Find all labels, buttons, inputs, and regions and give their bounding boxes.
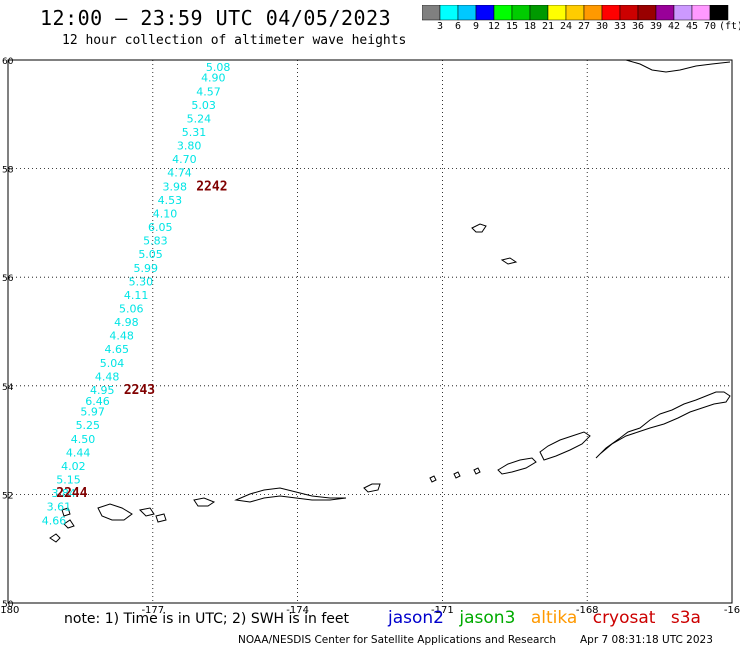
sat-jason2: jason2 (388, 608, 444, 628)
coastline (49, 59, 731, 543)
y-tick-label: 54 (2, 383, 14, 393)
coastline-island-andreanof (234, 487, 347, 503)
coastline-island-rat (97, 503, 167, 523)
swh-value-label: 4.53 (158, 194, 183, 207)
colorbar-label: 39 (649, 21, 663, 32)
swh-value-label: 3.84 (51, 487, 76, 500)
coastline-island-pribilof-stgeorge (500, 257, 518, 265)
colorbar-label: 6 (454, 21, 462, 32)
swh-value-label: 5.31 (182, 126, 207, 139)
swh-value-label: 4.65 (105, 343, 129, 356)
swh-value-label: 4.74 (167, 167, 192, 180)
colorbar-label: 15 (505, 21, 519, 32)
x-tick-label: -168 (576, 605, 599, 616)
sat-jason3: jason3 (459, 608, 516, 628)
swh-value-label: 5.08 (206, 61, 231, 74)
credit: NOAA/NESDIS Center for Satellite Applica… (238, 634, 556, 646)
colorbar-label: (ft) (719, 21, 740, 32)
y-tick-label: 60 (2, 57, 14, 67)
swh-value-label: 4.44 (66, 446, 91, 459)
swh-points: 5.084.904.575.035.245.313.804.704.743.98… (42, 61, 231, 527)
colorbar (422, 5, 729, 21)
swh-value-label: 4.66 (42, 514, 67, 527)
note-text: note: 1) Time is in UTC; 2) SWH is in fe… (64, 611, 350, 627)
x-tick-label: -180 (0, 605, 19, 616)
swh-value-label: 5.24 (187, 112, 212, 125)
swh-value-label: 4.70 (172, 153, 197, 166)
colorbar-label: 42 (667, 21, 681, 32)
x-tick-label: -177 (141, 605, 164, 616)
coastline-island-near (49, 507, 75, 543)
coastline-peninsula (595, 391, 731, 459)
time-labels: 2242 2243 2244 (56, 179, 227, 501)
swh-value-label: 5.99 (133, 262, 158, 275)
coastline-island-islands-of-four-mountains (429, 467, 481, 483)
colorbar-label: 30 (595, 21, 609, 32)
swh-value-label: 5.04 (100, 357, 125, 370)
swh-value-label: 5.25 (76, 419, 101, 432)
swh-value-label: 5.03 (191, 99, 216, 112)
sat-s3a: s3a (670, 608, 701, 628)
coastline-mainland-north (625, 59, 731, 73)
axes: -180 -177 -174 -171 -168 -16 50 52 54 56 58 60 (0, 57, 740, 616)
colorbar-label: 70 (703, 21, 717, 32)
sat-altika: altika (530, 608, 578, 628)
y-tick-label: 58 (2, 166, 14, 176)
swh-value-label: 5.30 (129, 275, 154, 288)
colorbar-label: 9 (472, 21, 480, 32)
swh-value-label: 4.57 (196, 85, 221, 98)
time-label: 2242 (196, 179, 227, 194)
swh-value-label: 6.05 (148, 221, 173, 234)
colorbar-label: 45 (685, 21, 699, 32)
coastline-island-atka (363, 483, 381, 493)
swh-value-label: 5.05 (138, 248, 163, 261)
colorbar-cell (709, 5, 729, 21)
satellite-legend: jason2 jason3 altika cryosat s3a (388, 608, 711, 628)
swh-value-label: 4.50 (71, 433, 96, 446)
y-tick-label: 50 (2, 600, 14, 610)
swh-value-label: 4.90 (201, 72, 226, 85)
swh-value-label: 4.48 (109, 330, 134, 343)
time-label: 2243 (124, 383, 155, 398)
swh-value-label: 5.15 (56, 474, 80, 487)
colorbar-label: 3 (436, 21, 444, 32)
swh-value-label: 5.06 (119, 302, 144, 315)
credit-date: Apr 7 08:31:18 UTC 2023 (580, 634, 713, 646)
x-tick-label: -16 (724, 605, 740, 616)
swh-value-label: 4.48 (95, 370, 120, 383)
coastline-island-umnak (497, 457, 537, 475)
colorbar-label: 24 (559, 21, 573, 32)
colorbar-label: 36 (631, 21, 645, 32)
colorbar-label: 18 (523, 21, 537, 32)
y-tick-label: 56 (2, 274, 14, 284)
y-tick-label: 52 (2, 491, 13, 501)
sat-cryosat: cryosat (592, 608, 656, 628)
time-label: 2244 (56, 486, 87, 501)
colorbar-label: 12 (487, 21, 501, 32)
swh-value-label: 4.95 (90, 384, 115, 397)
swh-value-label: 6.46 (85, 395, 110, 408)
x-tick-label: -174 (286, 605, 309, 616)
swh-value-label: 4.98 (114, 316, 139, 329)
swh-value-label: 4.02 (61, 460, 86, 473)
swh-value-label: 5.97 (80, 406, 105, 419)
swh-value-label: 5.83 (143, 235, 168, 248)
swh-value-label: 3.98 (162, 180, 187, 193)
coastline-island-unalaska (539, 431, 591, 461)
colorbar-label: 33 (613, 21, 627, 32)
swh-value-label: 4.11 (124, 289, 149, 302)
chart-title: 12:00 – 23:59 UTC 04/05/2023 (40, 6, 392, 30)
colorbar-label: 21 (541, 21, 555, 32)
chart-subtitle: 12 hour collection of altimeter wave hei… (62, 33, 407, 48)
swh-value-label: 3.80 (177, 140, 202, 153)
swh-value-label: 4.10 (153, 207, 178, 220)
coastline-island-pribilof-stpaul (471, 223, 487, 233)
swh-value-label: 3.61 (47, 501, 72, 514)
coastline-island-adak (193, 497, 216, 507)
x-tick-label: -171 (431, 605, 454, 616)
plot-frame (7, 59, 733, 604)
colorbar-label: 27 (577, 21, 591, 32)
